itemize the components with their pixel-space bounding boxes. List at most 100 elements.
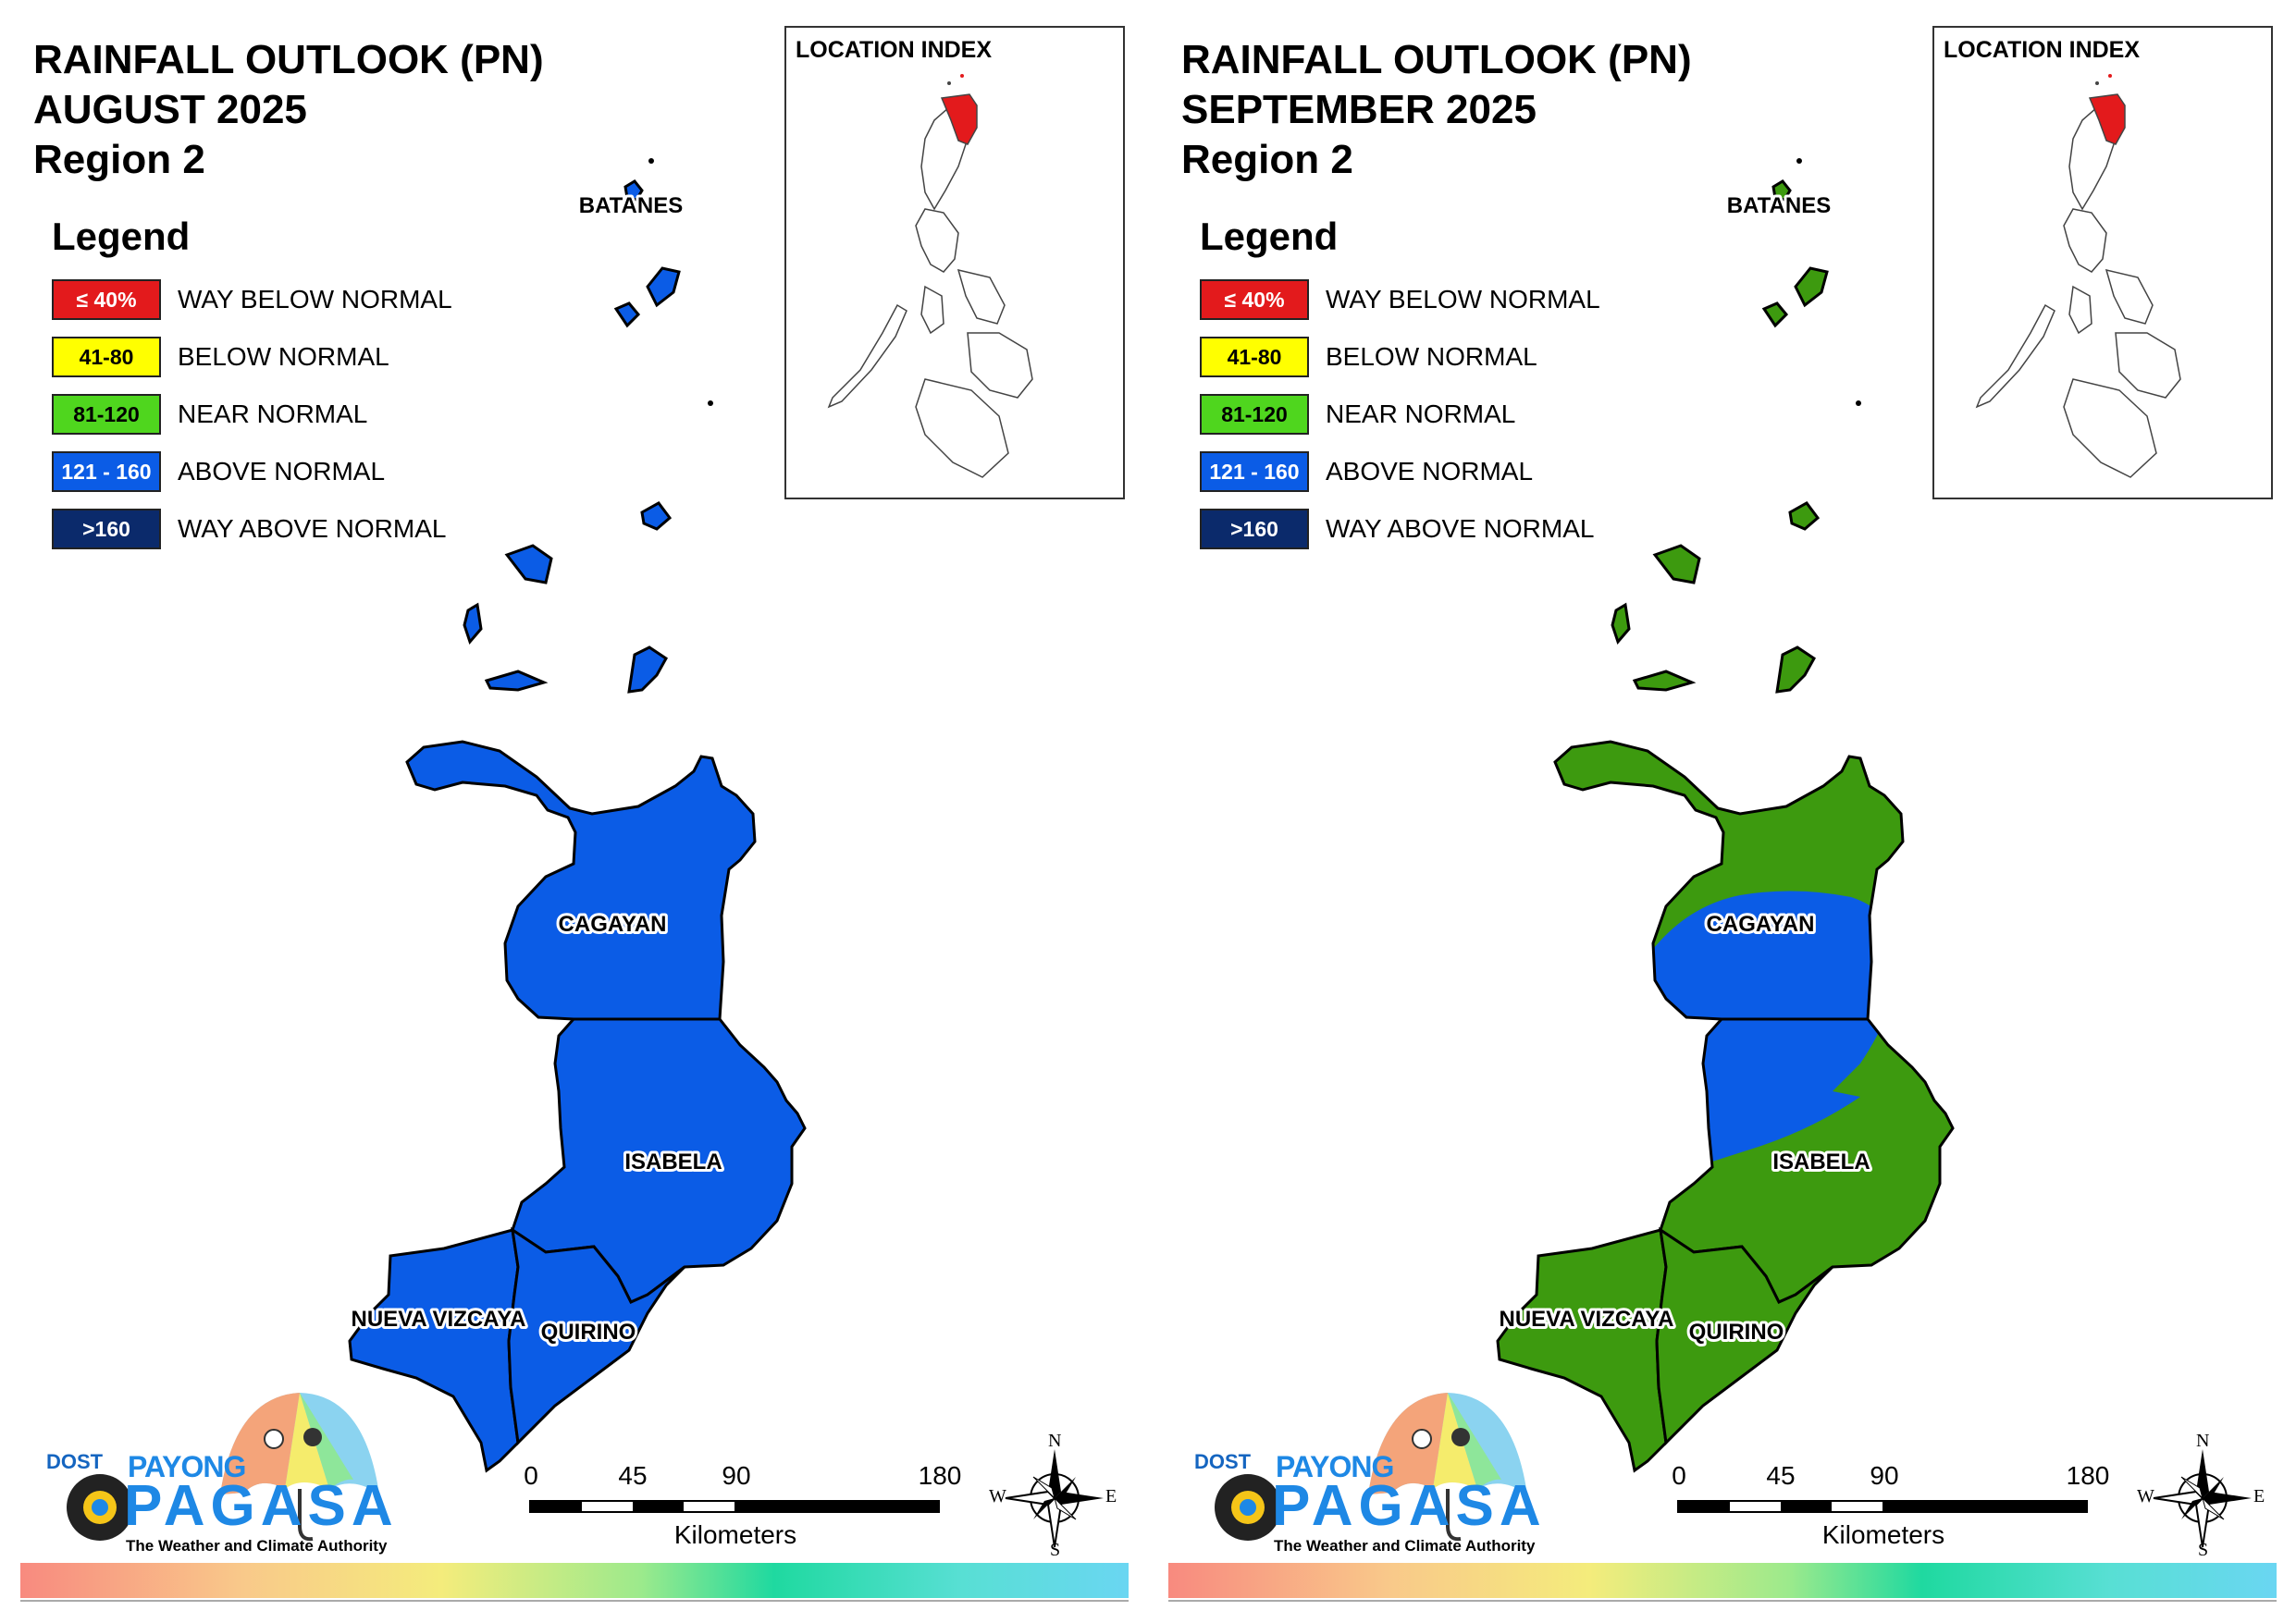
panel-september: RAINFALL OUTLOOK (PN) SEPTEMBER 2025 Reg… <box>1148 0 2296 1623</box>
scale-unit: Kilometers <box>673 1520 797 1549</box>
location-index-inset: LOCATION INDEX <box>784 26 1125 499</box>
legend-label: WAY BELOW NORMAL <box>178 285 452 314</box>
region-2-highlight <box>940 93 978 145</box>
legend-label: ABOVE NORMAL <box>1326 457 1534 486</box>
umbrella-icon <box>67 1393 379 1542</box>
scale-tick: 45 <box>1766 1461 1796 1490</box>
logo-payong-text: PAYONG <box>128 1450 246 1483</box>
legend-label: WAY ABOVE NORMAL <box>178 514 447 543</box>
above-normal-zone <box>1694 1019 1888 1162</box>
compass-s: S <box>1050 1540 1061 1560</box>
pagasa-logo: DOST PAYONG PAGASA The Weather and Clima… <box>1183 1387 1572 1563</box>
logo-pagasa-text: PAGASA <box>1272 1474 1547 1538</box>
title-line-2: SEPTEMBER 2025 <box>1181 87 1537 132</box>
location-index-inset: LOCATION INDEX <box>1932 26 2273 499</box>
legend: Legend ≤ 40% WAY BELOW NORMAL 41-80 BELO… <box>52 215 452 566</box>
legend-swatch: >160 <box>52 509 161 549</box>
north-arrow-icon: N S E W <box>2137 1431 2265 1560</box>
legend-label: BELOW NORMAL <box>178 342 389 371</box>
legend-swatch: ≤ 40% <box>52 279 161 320</box>
legend-item-above: 121 - 160 ABOVE NORMAL <box>1200 451 1533 509</box>
logo-pagasa-text: PAGASA <box>124 1474 399 1538</box>
legend-swatch: ≤ 40% <box>1200 279 1309 320</box>
legend-item-way-below: ≤ 40% WAY BELOW NORMAL <box>52 279 452 337</box>
legend-swatch: 41-80 <box>1200 337 1309 377</box>
map-title: RAINFALL OUTLOOK (PN) AUGUST 2025 Region… <box>33 35 544 185</box>
title-line-1: RAINFALL OUTLOOK (PN) <box>33 37 544 82</box>
compass-e: E <box>2253 1486 2265 1506</box>
legend-label: WAY BELOW NORMAL <box>1326 285 1600 314</box>
batanes-province: BATANES <box>463 158 713 694</box>
title-line-3: Region 2 <box>33 137 205 182</box>
label-isabela: ISABELA <box>624 1150 722 1174</box>
scale-tick: 180 <box>918 1461 962 1490</box>
label-batanes: BATANES <box>1727 193 1831 218</box>
scale-unit: Kilometers <box>1821 1520 1945 1549</box>
map-title: RAINFALL OUTLOOK (PN) SEPTEMBER 2025 Reg… <box>1181 35 1692 185</box>
pagasa-logo: DOST PAYONG PAGASA The Weather and Clima… <box>35 1387 424 1563</box>
legend-label: BELOW NORMAL <box>1326 342 1537 371</box>
cagayan-province <box>405 740 757 1021</box>
scale-bar-segments <box>529 1500 940 1513</box>
scale-bar: 0 45 90 180 Kilometers <box>518 1461 961 1563</box>
legend-swatch: >160 <box>1200 509 1309 549</box>
above-normal-zone <box>1648 891 1888 1019</box>
north-arrow-icon: N S E W <box>989 1431 1117 1560</box>
inset-title: LOCATION INDEX <box>1944 37 2141 63</box>
umbrella-icon <box>1215 1393 1527 1542</box>
philippines-outline-map <box>827 74 1033 478</box>
region-2-map: BATANES CAGAYAN ISABELA NUEVA VIZCAYA QU… <box>1496 158 1955 1473</box>
label-quirino: QUIRINO <box>541 1320 636 1345</box>
compass-e: E <box>1105 1486 1117 1506</box>
label-quirino: QUIRINO <box>1689 1320 1784 1345</box>
panel-august: RAINFALL OUTLOOK (PN) AUGUST 2025 Region… <box>20 26 1129 1602</box>
logo-tagline: The Weather and Climate Authority <box>126 1537 388 1555</box>
legend-item-way-above: >160 WAY ABOVE NORMAL <box>1200 509 1594 566</box>
label-isabela: ISABELA <box>1772 1150 1870 1174</box>
footer-gradient-bar <box>20 1563 1129 1598</box>
legend-item-above: 121 - 160 ABOVE NORMAL <box>52 451 385 509</box>
quirino-province <box>1655 1226 1834 1446</box>
compass-s: S <box>2198 1540 2209 1560</box>
legend-swatch: 41-80 <box>52 337 161 377</box>
scale-tick: 180 <box>2066 1461 2110 1490</box>
scale-tick: 0 <box>524 1461 538 1490</box>
legend-swatch: 121 - 160 <box>1200 451 1309 492</box>
legend-label: NEAR NORMAL <box>1326 400 1516 428</box>
logo-payong-text: PAYONG <box>1276 1450 1394 1483</box>
label-nueva-vizcaya: NUEVA VIZCAYA <box>1500 1307 1674 1332</box>
legend-swatch: 121 - 160 <box>52 451 161 492</box>
legend-label: NEAR NORMAL <box>178 400 368 428</box>
legend-item-way-below: ≤ 40% WAY BELOW NORMAL <box>1200 279 1600 337</box>
cagayan-province <box>1553 740 1905 1021</box>
logo-tagline: The Weather and Climate Authority <box>1274 1537 1536 1555</box>
label-batanes: BATANES <box>579 193 683 218</box>
title-line-3: Region 2 <box>1181 137 1353 182</box>
label-cagayan: CAGAYAN <box>1707 912 1815 937</box>
footer-line <box>20 1600 1129 1602</box>
scale-bar: 0 45 90 180 Kilometers <box>1666 1461 2109 1563</box>
legend-label: ABOVE NORMAL <box>178 457 386 486</box>
region-2-highlight <box>2088 93 2126 145</box>
footer-gradient-bar <box>1168 1563 2277 1598</box>
logo-dost-text: DOST <box>46 1450 104 1473</box>
philippines-outline-map <box>1975 74 2181 478</box>
legend-item-below: 41-80 BELOW NORMAL <box>1200 337 1537 394</box>
legend: Legend ≤ 40% WAY BELOW NORMAL 41-80 BELO… <box>1200 215 1600 566</box>
label-nueva-vizcaya: NUEVA VIZCAYA <box>352 1307 526 1332</box>
scale-bar-segments <box>1677 1500 2088 1513</box>
batanes-province: BATANES <box>1611 158 1861 694</box>
isabela-province <box>1659 1017 1955 1304</box>
quirino-province <box>507 1226 686 1446</box>
compass-n: N <box>2196 1431 2210 1451</box>
footer-line <box>1168 1600 2277 1602</box>
legend-swatch: 81-120 <box>52 394 161 435</box>
legend-item-near: 81-120 NEAR NORMAL <box>1200 394 1515 451</box>
scale-tick: 90 <box>1870 1461 1899 1490</box>
legend-label: WAY ABOVE NORMAL <box>1326 514 1595 543</box>
title-line-2: AUGUST 2025 <box>33 87 307 132</box>
compass-w: W <box>989 1486 1006 1506</box>
label-cagayan: CAGAYAN <box>559 912 667 937</box>
inset-title: LOCATION INDEX <box>796 37 993 63</box>
